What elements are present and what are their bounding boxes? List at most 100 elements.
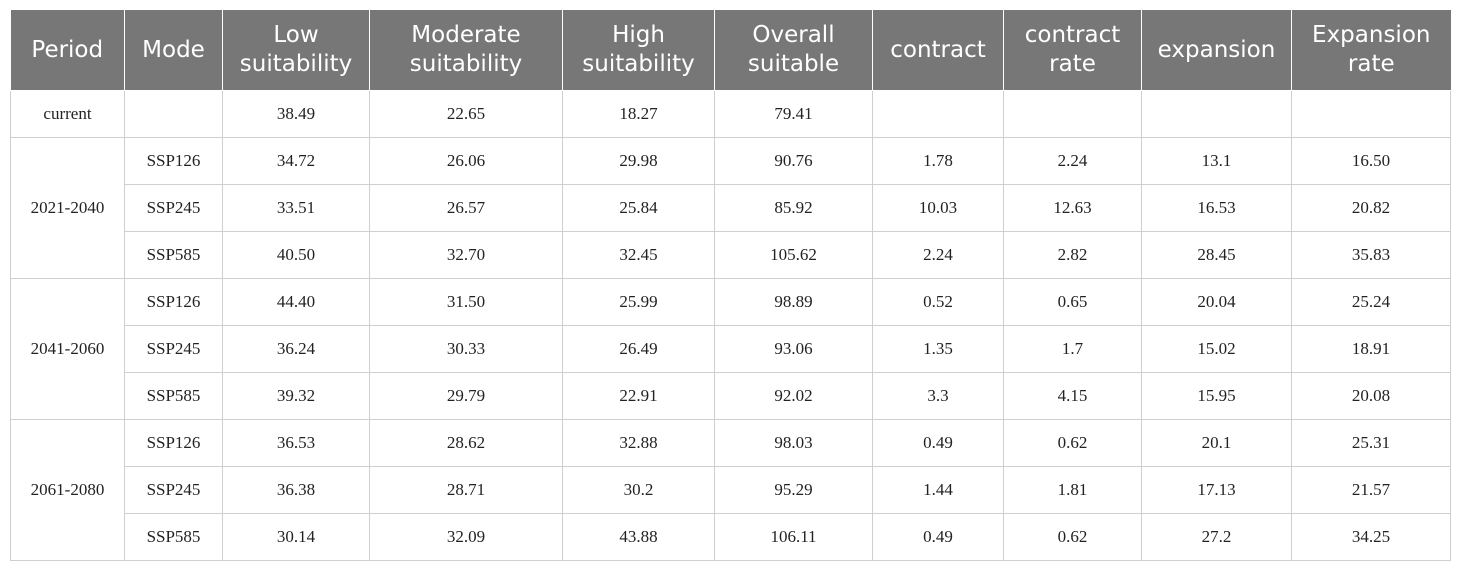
table-header: Period Mode Low suitability Moderate suitab… bbox=[10, 10, 1451, 91]
value-cell: 0.49 bbox=[872, 419, 1004, 467]
value-cell: 30.2 bbox=[562, 466, 715, 514]
value-cell: 29.98 bbox=[562, 137, 715, 185]
value-cell: 13.1 bbox=[1141, 137, 1292, 185]
column-header: Expansion rate bbox=[1291, 10, 1451, 91]
column-header: High suitability bbox=[562, 10, 715, 91]
value-cell: 1.44 bbox=[872, 466, 1004, 514]
suitability-table: Period Mode Low suitability Moderate suitab… bbox=[10, 10, 1451, 561]
value-cell: 1.81 bbox=[1003, 466, 1142, 514]
table-row: SSP245 33.51 26.57 25.84 85.92 10.03 12.63 16.5… bbox=[11, 184, 1451, 232]
value-cell: 29.79 bbox=[369, 372, 563, 420]
period-cell: 2021-2040 bbox=[10, 137, 125, 279]
value-cell: 44.40 bbox=[222, 278, 370, 326]
value-cell: 1.7 bbox=[1003, 325, 1142, 373]
value-cell bbox=[1291, 90, 1451, 138]
value-cell: 34.25 bbox=[1291, 513, 1451, 561]
table-row: SSP585 40.50 32.70 32.45 105.62 2.24 2.82 28.45… bbox=[11, 231, 1451, 279]
value-cell: 0.49 bbox=[872, 513, 1004, 561]
table-row: 2041-2060 SSP126 44.40 31.50 25.99 98.89 0.52 0… bbox=[10, 278, 1451, 420]
value-cell: 1.35 bbox=[872, 325, 1004, 373]
value-cell: 36.38 bbox=[222, 466, 370, 514]
value-cell: 98.03 bbox=[714, 419, 873, 467]
value-cell: 28.45 bbox=[1141, 231, 1292, 279]
value-cell: 32.70 bbox=[369, 231, 563, 279]
value-cell: 25.99 bbox=[562, 278, 715, 326]
value-cell: 0.62 bbox=[1003, 513, 1142, 561]
value-cell: 25.31 bbox=[1291, 419, 1451, 467]
value-cell: 26.49 bbox=[562, 325, 715, 373]
value-cell: 98.89 bbox=[714, 278, 873, 326]
value-cell: 28.62 bbox=[369, 419, 563, 467]
value-cell bbox=[1141, 90, 1292, 138]
value-cell bbox=[1003, 90, 1142, 138]
value-cell: 2.24 bbox=[872, 231, 1004, 279]
column-header: contract bbox=[872, 10, 1004, 91]
value-cell: 28.71 bbox=[369, 466, 563, 514]
mode-cell: SSP245 bbox=[124, 184, 223, 232]
mode-cell: SSP126 bbox=[124, 419, 223, 467]
value-cell: 43.88 bbox=[562, 513, 715, 561]
value-cell: 27.2 bbox=[1141, 513, 1292, 561]
mode-cell: SSP585 bbox=[124, 513, 223, 561]
value-cell: 32.09 bbox=[369, 513, 563, 561]
value-cell: 1.78 bbox=[872, 137, 1004, 185]
value-cell: 30.33 bbox=[369, 325, 563, 373]
value-cell: 31.50 bbox=[369, 278, 563, 326]
value-cell: 106.11 bbox=[714, 513, 873, 561]
table-row: 2021-2040 SSP126 34.72 26.06 29.98 90.76 1.78 2… bbox=[10, 137, 1451, 279]
value-cell: 12.63 bbox=[1003, 184, 1142, 232]
column-header: Period bbox=[10, 10, 125, 91]
value-cell: 20.08 bbox=[1291, 372, 1451, 420]
value-cell: 17.13 bbox=[1141, 466, 1292, 514]
value-cell: 20.82 bbox=[1291, 184, 1451, 232]
value-cell: 32.45 bbox=[562, 231, 715, 279]
value-cell: 2.24 bbox=[1003, 137, 1142, 185]
value-cell: 34.72 bbox=[222, 137, 370, 185]
value-cell: 39.32 bbox=[222, 372, 370, 420]
mode-cell: SSP585 bbox=[124, 372, 223, 420]
value-cell: 16.53 bbox=[1141, 184, 1292, 232]
value-cell: 15.02 bbox=[1141, 325, 1292, 373]
table-row: SSP245 36.24 30.33 26.49 93.06 1.35 1.7 15.02 18… bbox=[11, 325, 1451, 373]
value-cell: 85.92 bbox=[714, 184, 873, 232]
value-cell: 90.76 bbox=[714, 137, 873, 185]
table-row: current 38.49 22.65 18.27 79.41 bbox=[10, 90, 1451, 138]
mode-cell: SSP245 bbox=[124, 466, 223, 514]
value-cell: 26.57 bbox=[369, 184, 563, 232]
value-cell: 25.24 bbox=[1291, 278, 1451, 326]
value-cell: 79.41 bbox=[714, 90, 873, 138]
value-cell: 22.65 bbox=[369, 90, 563, 138]
value-cell: 20.1 bbox=[1141, 419, 1292, 467]
value-cell: 38.49 bbox=[222, 90, 370, 138]
column-header: Moderate suitability bbox=[369, 10, 563, 91]
mode-cell: SSP585 bbox=[124, 231, 223, 279]
table-row: SSP585 30.14 32.09 43.88 106.11 0.49 0.62 27.2 3… bbox=[11, 513, 1451, 561]
value-cell: 18.91 bbox=[1291, 325, 1451, 373]
value-cell: 93.06 bbox=[714, 325, 873, 373]
value-cell: 105.62 bbox=[714, 231, 873, 279]
header-row: Period Mode Low suitability Moderate suitab… bbox=[10, 10, 1451, 91]
value-cell: 36.53 bbox=[222, 419, 370, 467]
value-cell: 30.14 bbox=[222, 513, 370, 561]
mode-cell: SSP126 bbox=[124, 137, 223, 185]
value-cell: 95.29 bbox=[714, 466, 873, 514]
value-cell: 21.57 bbox=[1291, 466, 1451, 514]
table-body: current 38.49 22.65 18.27 79.41 2021-2040 SSP1… bbox=[10, 90, 1451, 561]
column-header: contract rate bbox=[1003, 10, 1142, 91]
value-cell: 16.50 bbox=[1291, 137, 1451, 185]
value-cell: 92.02 bbox=[714, 372, 873, 420]
value-cell: 0.65 bbox=[1003, 278, 1142, 326]
mode-cell: SSP245 bbox=[124, 325, 223, 373]
value-cell: 18.27 bbox=[562, 90, 715, 138]
value-cell: 22.91 bbox=[562, 372, 715, 420]
period-cell: 2061-2080 bbox=[10, 419, 125, 561]
value-cell: 25.84 bbox=[562, 184, 715, 232]
column-header: expansion bbox=[1141, 10, 1292, 91]
suitability-table-container: Period Mode Low suitability Moderate suitab… bbox=[10, 10, 1451, 561]
value-cell: 33.51 bbox=[222, 184, 370, 232]
value-cell: 3.3 bbox=[872, 372, 1004, 420]
value-cell: 15.95 bbox=[1141, 372, 1292, 420]
value-cell: 20.04 bbox=[1141, 278, 1292, 326]
table-row: SSP245 36.38 28.71 30.2 95.29 1.44 1.81 17.13 21… bbox=[11, 466, 1451, 514]
value-cell: 0.52 bbox=[872, 278, 1004, 326]
